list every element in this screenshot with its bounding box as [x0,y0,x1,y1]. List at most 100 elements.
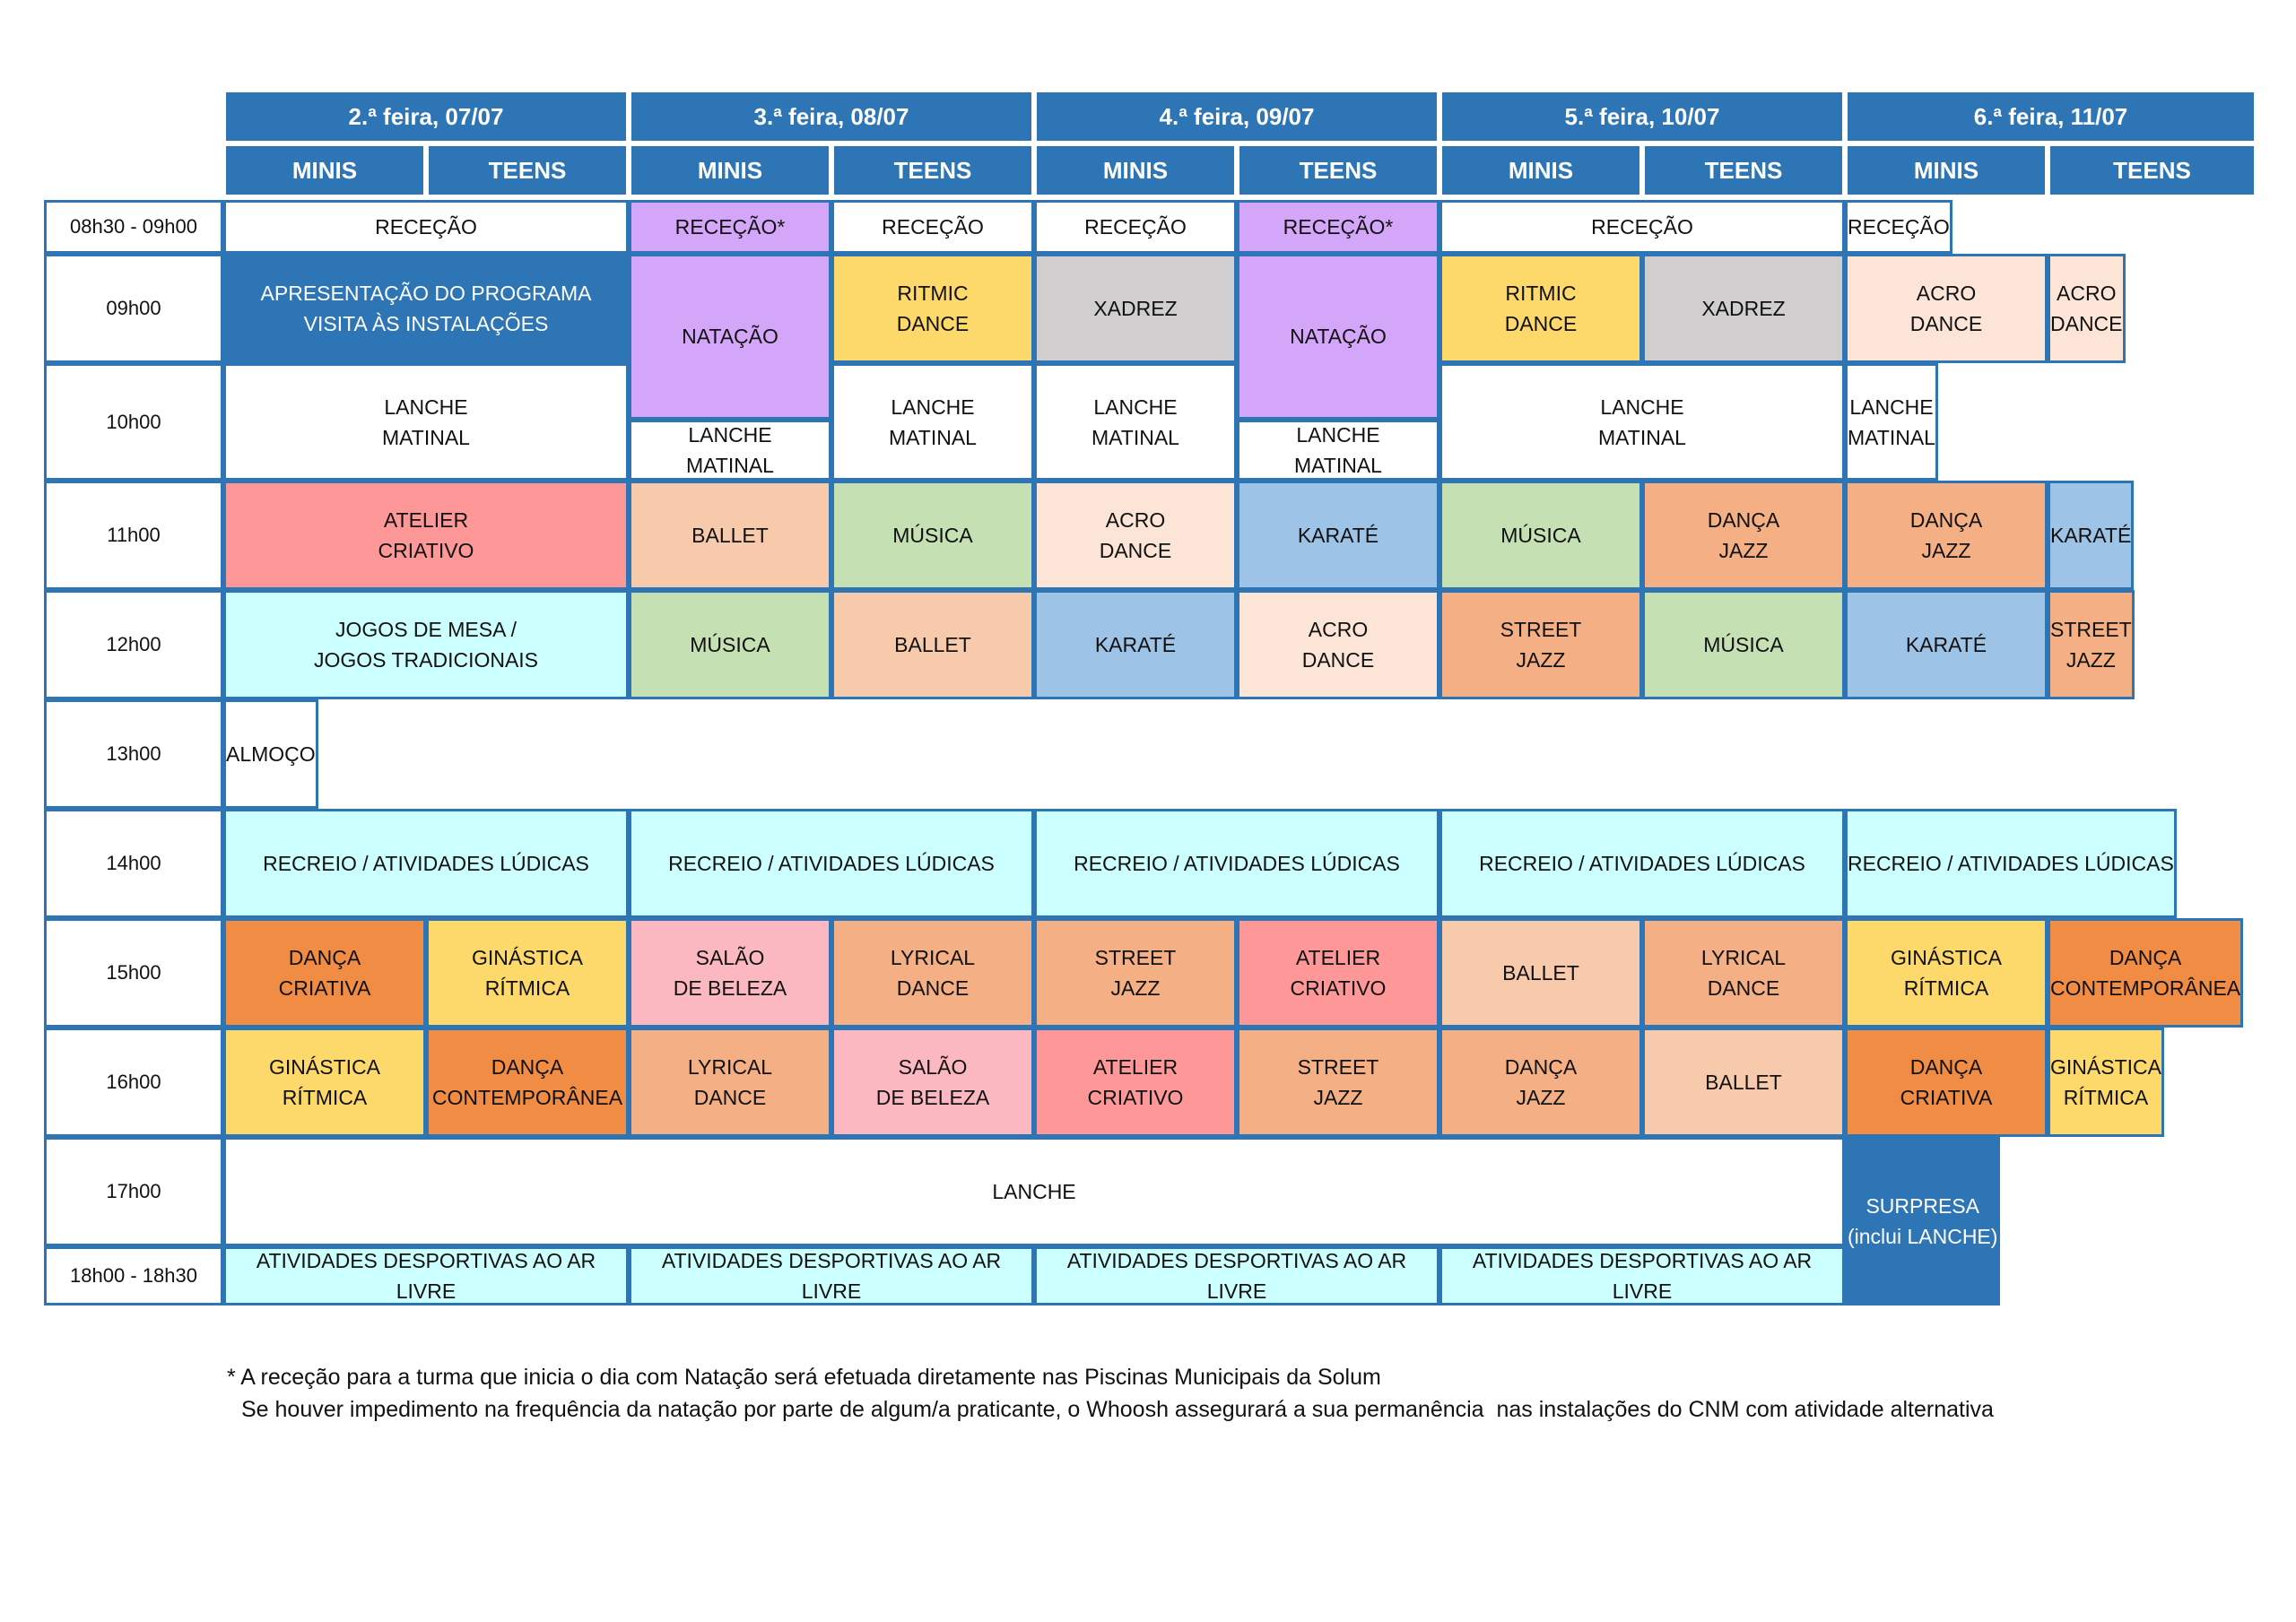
activity-cell: DANÇA CONTEMPORÂNEA [426,1028,629,1137]
activity-cell: RECREIO / ATIVIDADES LÚDICAS [1439,809,1845,918]
activity-cell: SURPRESA (inclui LANCHE) [1845,1137,2001,1305]
time-slot: 08h30 - 09h00 [44,200,223,254]
activity-cell: ALMOÇO [223,699,318,809]
activity-cell: GINÁSTICA RÍTMICA [426,918,629,1028]
activity-cell: DANÇA JAZZ [1642,481,1845,590]
activity-cell: MÚSICA [831,481,1034,590]
activity-cell: KARATÉ [1034,590,1237,699]
activity-cell: STREET JAZZ [1439,590,1642,699]
activity-cell: RECEÇÃO [223,200,629,254]
group-header-minis: MINIS [1439,143,1642,197]
group-header-minis: MINIS [1845,143,2048,197]
day-header: 5.ª feira, 10/07 [1439,90,1845,143]
activity-cell: RECREIO / ATIVIDADES LÚDICAS [223,809,629,918]
group-header-teens: TEENS [426,143,629,197]
group-header-teens: TEENS [1237,143,1439,197]
activity-cell: LANCHE MATINAL [1237,419,1439,481]
activity-cell: ACRO DANCE [1237,590,1439,699]
activity-cell: MÚSICA [1439,481,1642,590]
group-header-teens: TEENS [2048,143,2257,197]
activity-cell: ACRO DANCE [1845,254,2048,363]
group-header-teens: TEENS [1642,143,1845,197]
time-slot: 11h00 [44,481,223,590]
activity-cell: GINÁSTICA RÍTMICA [223,1028,426,1137]
activity-cell: LANCHE [223,1137,1845,1246]
activity-cell: ATELIER CRIATIVO [223,481,629,590]
activity-cell: ATIVIDADES DESPORTIVAS AO AR LIVRE [629,1246,1034,1305]
activity-cell: DANÇA CRIATIVA [1845,1028,2048,1137]
activity-cell: STREET JAZZ [2048,590,2135,699]
time-slot: 18h00 - 18h30 [44,1246,223,1305]
group-header-minis: MINIS [1034,143,1237,197]
activity-cell: ATELIER CRIATIVO [1034,1028,1237,1137]
activity-cell: ATELIER CRIATIVO [1237,918,1439,1028]
activity-cell: ATIVIDADES DESPORTIVAS AO AR LIVRE [1034,1246,1439,1305]
activity-cell: NATAÇÃO [629,254,831,420]
activity-cell: LYRICAL DANCE [1642,918,1845,1028]
footnote-reception: * A receção para a turma que inicia o di… [227,1365,1381,1390]
activity-cell: LANCHE MATINAL [1034,363,1237,481]
activity-cell: XADREZ [1642,254,1845,363]
activity-cell: ATIVIDADES DESPORTIVAS AO AR LIVRE [223,1246,629,1305]
activity-cell: KARATÉ [1845,590,2048,699]
group-header-minis: MINIS [629,143,831,197]
activity-cell: STREET JAZZ [1034,918,1237,1028]
activity-cell: NATAÇÃO [1237,254,1439,420]
time-slot: 14h00 [44,809,223,918]
schedule-table: 2.ª feira, 07/07 MINIS TEENS 3.ª feira, 08/… [44,90,2257,1309]
group-header-teens: TEENS [831,143,1034,197]
activity-cell: RECEÇÃO [1439,200,1845,254]
activity-cell: RECREIO / ATIVIDADES LÚDICAS [1034,809,1439,918]
activity-cell: RECREIO / ATIVIDADES LÚDICAS [1845,809,2177,918]
activity-cell: SALÃO DE BELEZA [831,1028,1034,1137]
footnote-swimming: Se houver impedimento na frequência da n… [241,1397,1994,1422]
activity-cell: BALLET [629,481,831,590]
group-header-minis: MINIS [223,143,426,197]
activity-cell: LYRICAL DANCE [831,918,1034,1028]
day-header: 6.ª feira, 11/07 [1845,90,2257,143]
activity-cell: APRESENTAÇÃO DO PROGRAMA VISITA ÀS INSTA… [223,254,629,363]
activity-cell: XADREZ [1034,254,1237,363]
activity-cell: BALLET [831,590,1034,699]
time-slot: 13h00 [44,699,223,809]
activity-cell: MÚSICA [1642,590,1845,699]
day-header: 4.ª feira, 09/07 [1034,90,1439,143]
activity-cell: RECEÇÃO* [629,200,831,254]
activity-cell: LANCHE MATINAL [629,419,831,481]
activity-cell: JOGOS DE MESA / JOGOS TRADICIONAIS [223,590,629,699]
activity-cell: BALLET [1642,1028,1845,1137]
activity-cell: LYRICAL DANCE [629,1028,831,1137]
activity-cell: LANCHE MATINAL [1845,363,1938,481]
activity-cell: ACRO DANCE [2048,254,2126,363]
activity-cell: RECEÇÃO [1034,200,1237,254]
time-slot: 16h00 [44,1028,223,1137]
activity-cell: ATIVIDADES DESPORTIVAS AO AR LIVRE [1439,1246,1845,1305]
activity-cell: RECEÇÃO* [1237,200,1439,254]
activity-cell: BALLET [1439,918,1642,1028]
time-slot: 15h00 [44,918,223,1028]
activity-cell: ACRO DANCE [1034,481,1237,590]
day-header: 2.ª feira, 07/07 [223,90,629,143]
activity-cell: KARATÉ [1237,481,1439,590]
time-slot: 12h00 [44,590,223,699]
time-slot: 09h00 [44,254,223,363]
activity-cell: GINÁSTICA RÍTMICA [1845,918,2048,1028]
activity-cell: LANCHE MATINAL [223,363,629,481]
activity-cell: DANÇA JAZZ [1845,481,2048,590]
activity-cell: LANCHE MATINAL [831,363,1034,481]
activity-cell: SALÃO DE BELEZA [629,918,831,1028]
activity-cell: RITMIC DANCE [1439,254,1642,363]
activity-cell: DANÇA JAZZ [1439,1028,1642,1137]
activity-cell: GINÁSTICA RÍTMICA [2048,1028,2164,1137]
activity-cell: RECEÇÃO [1845,200,1952,254]
activity-cell: KARATÉ [2048,481,2135,590]
day-header: 3.ª feira, 08/07 [629,90,1034,143]
activity-cell: STREET JAZZ [1237,1028,1439,1137]
time-slot: 17h00 [44,1137,223,1246]
activity-cell: DANÇA CRIATIVA [223,918,426,1028]
time-slot: 10h00 [44,363,223,481]
activity-cell: RECEÇÃO [831,200,1034,254]
activity-cell: RITMIC DANCE [831,254,1034,363]
footnotes: * A receção para a turma que inicia o di… [227,1361,1994,1426]
activity-cell: LANCHE MATINAL [1439,363,1845,481]
